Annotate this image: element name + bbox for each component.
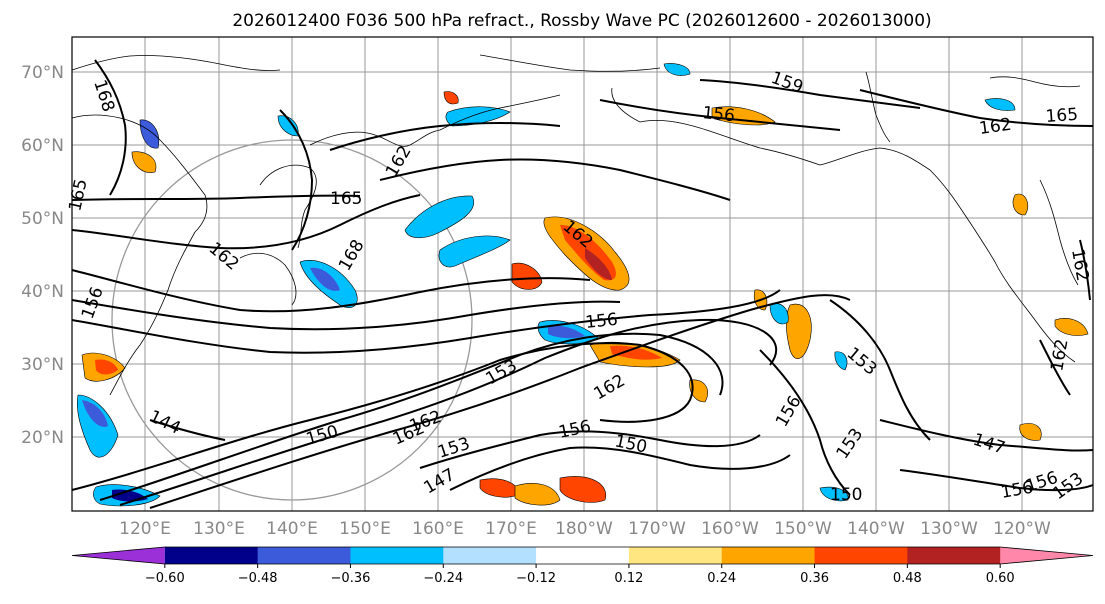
gridlines: [72, 37, 1093, 511]
negative-anomaly: [819, 486, 849, 502]
lat-label: 20°N: [21, 428, 64, 448]
colorbar-segment: [350, 547, 444, 564]
positive-anomaly: [514, 483, 561, 506]
contour-label: 162: [978, 115, 1013, 139]
positive-anomaly: [610, 345, 662, 360]
negative-anomaly: [438, 235, 511, 268]
lon-label: 150°W: [774, 519, 832, 539]
colorbar-segment: [72, 547, 165, 564]
colorbar-segment: [443, 547, 537, 564]
contour-label: 150: [830, 485, 862, 505]
positive-anomaly: [689, 379, 709, 403]
colorbar: −0.60 −0.48 −0.36 −0.24 −0.12 0.12 0.24 0.36 0.4…: [71, 546, 1094, 586]
lon-label: 170°E: [485, 519, 537, 539]
negative-anomaly: [445, 106, 511, 127]
colorbar-tick-label: 0.60: [986, 571, 1015, 586]
negative-anomaly: [310, 267, 340, 291]
lon-label: 130°E: [193, 519, 245, 539]
lon-label: 120°E: [119, 519, 171, 539]
negative-anomaly: [663, 63, 691, 76]
lon-label: 130°W: [920, 519, 978, 539]
negative-anomaly: [984, 98, 1016, 111]
colorbar-segment: [907, 547, 1001, 564]
lon-label: 160°E: [412, 519, 464, 539]
colorbar-segment: [536, 547, 630, 564]
colorbar-segment: [1000, 547, 1093, 564]
colorbar-tick-label: −0.12: [516, 571, 556, 586]
negative-anomaly: [404, 195, 475, 239]
lon-label: 120°W: [993, 519, 1051, 539]
map-title: 2026012400 F036 500 hPa refract., Rossby…: [232, 11, 931, 31]
colorbar-segment: [721, 547, 816, 564]
longitude-labels: 120°E 130°E 140°E 150°E 160°E 170°E 180°…: [119, 519, 1051, 539]
positive-anomaly: [1019, 423, 1042, 441]
lon-label: 170°W: [628, 519, 686, 539]
colorbar-segment: [164, 547, 259, 564]
colorbar-tick-label: 0.36: [800, 571, 829, 586]
contour-label: 165: [330, 189, 362, 209]
positive-anomaly: [1054, 318, 1089, 336]
positive-anomaly: [1012, 193, 1029, 216]
lat-label: 40°N: [21, 282, 64, 302]
lat-label: 30°N: [21, 355, 64, 375]
latitude-labels: 70°N 60°N 50°N 40°N 30°N 20°N: [21, 63, 64, 448]
contour-label: 165: [1045, 105, 1079, 127]
colorbar-tick-label: −0.60: [145, 571, 185, 586]
map-panel: 168 159 156 162 165 165 162 165 162 168 …: [65, 36, 1094, 512]
negative-anomaly: [139, 119, 160, 149]
lon-label: 180°W: [555, 519, 613, 539]
positive-anomaly: [443, 91, 459, 105]
lat-label: 70°N: [21, 63, 64, 83]
positive-anomaly: [95, 359, 118, 375]
positive-anomaly: [585, 248, 612, 280]
lon-label: 140°W: [847, 519, 905, 539]
lat-label: 60°N: [21, 136, 64, 156]
negative-anomaly: [769, 303, 789, 325]
colorbar-tick-label: −0.48: [238, 571, 278, 586]
lon-label: 140°E: [266, 519, 318, 539]
lon-label: 150°E: [339, 519, 391, 539]
negative-anomaly: [834, 351, 848, 371]
positive-anomaly: [131, 151, 157, 173]
reference-circle: [111, 139, 473, 501]
map-frame: [71, 36, 1094, 512]
colorbar-segment: [628, 547, 723, 564]
map-background: [72, 37, 1093, 511]
contours: [71, 59, 1094, 509]
negative-anomaly: [548, 325, 585, 339]
positive-anomaly: [711, 106, 776, 126]
colorbar-tick-label: 0.24: [707, 571, 736, 586]
colorbar-tick-label: −0.36: [331, 571, 371, 586]
coastlines: [71, 54, 1081, 396]
negative-anomaly: [82, 400, 108, 427]
positive-anomaly: [511, 262, 543, 290]
lat-label: 50°N: [21, 209, 64, 229]
positive-anomaly: [559, 476, 607, 503]
colorbar-tick-label: −0.24: [423, 571, 463, 586]
lon-label: 160°W: [701, 519, 759, 539]
colorbar-segment: [257, 547, 351, 564]
colorbar-tick-label: 0.12: [614, 571, 643, 586]
colorbar-segment: [814, 547, 908, 564]
positive-anomaly: [785, 303, 812, 359]
contour-label: 156: [584, 310, 618, 333]
contour-label: 156: [701, 103, 735, 126]
colorbar-tick-label: 0.48: [893, 571, 922, 586]
